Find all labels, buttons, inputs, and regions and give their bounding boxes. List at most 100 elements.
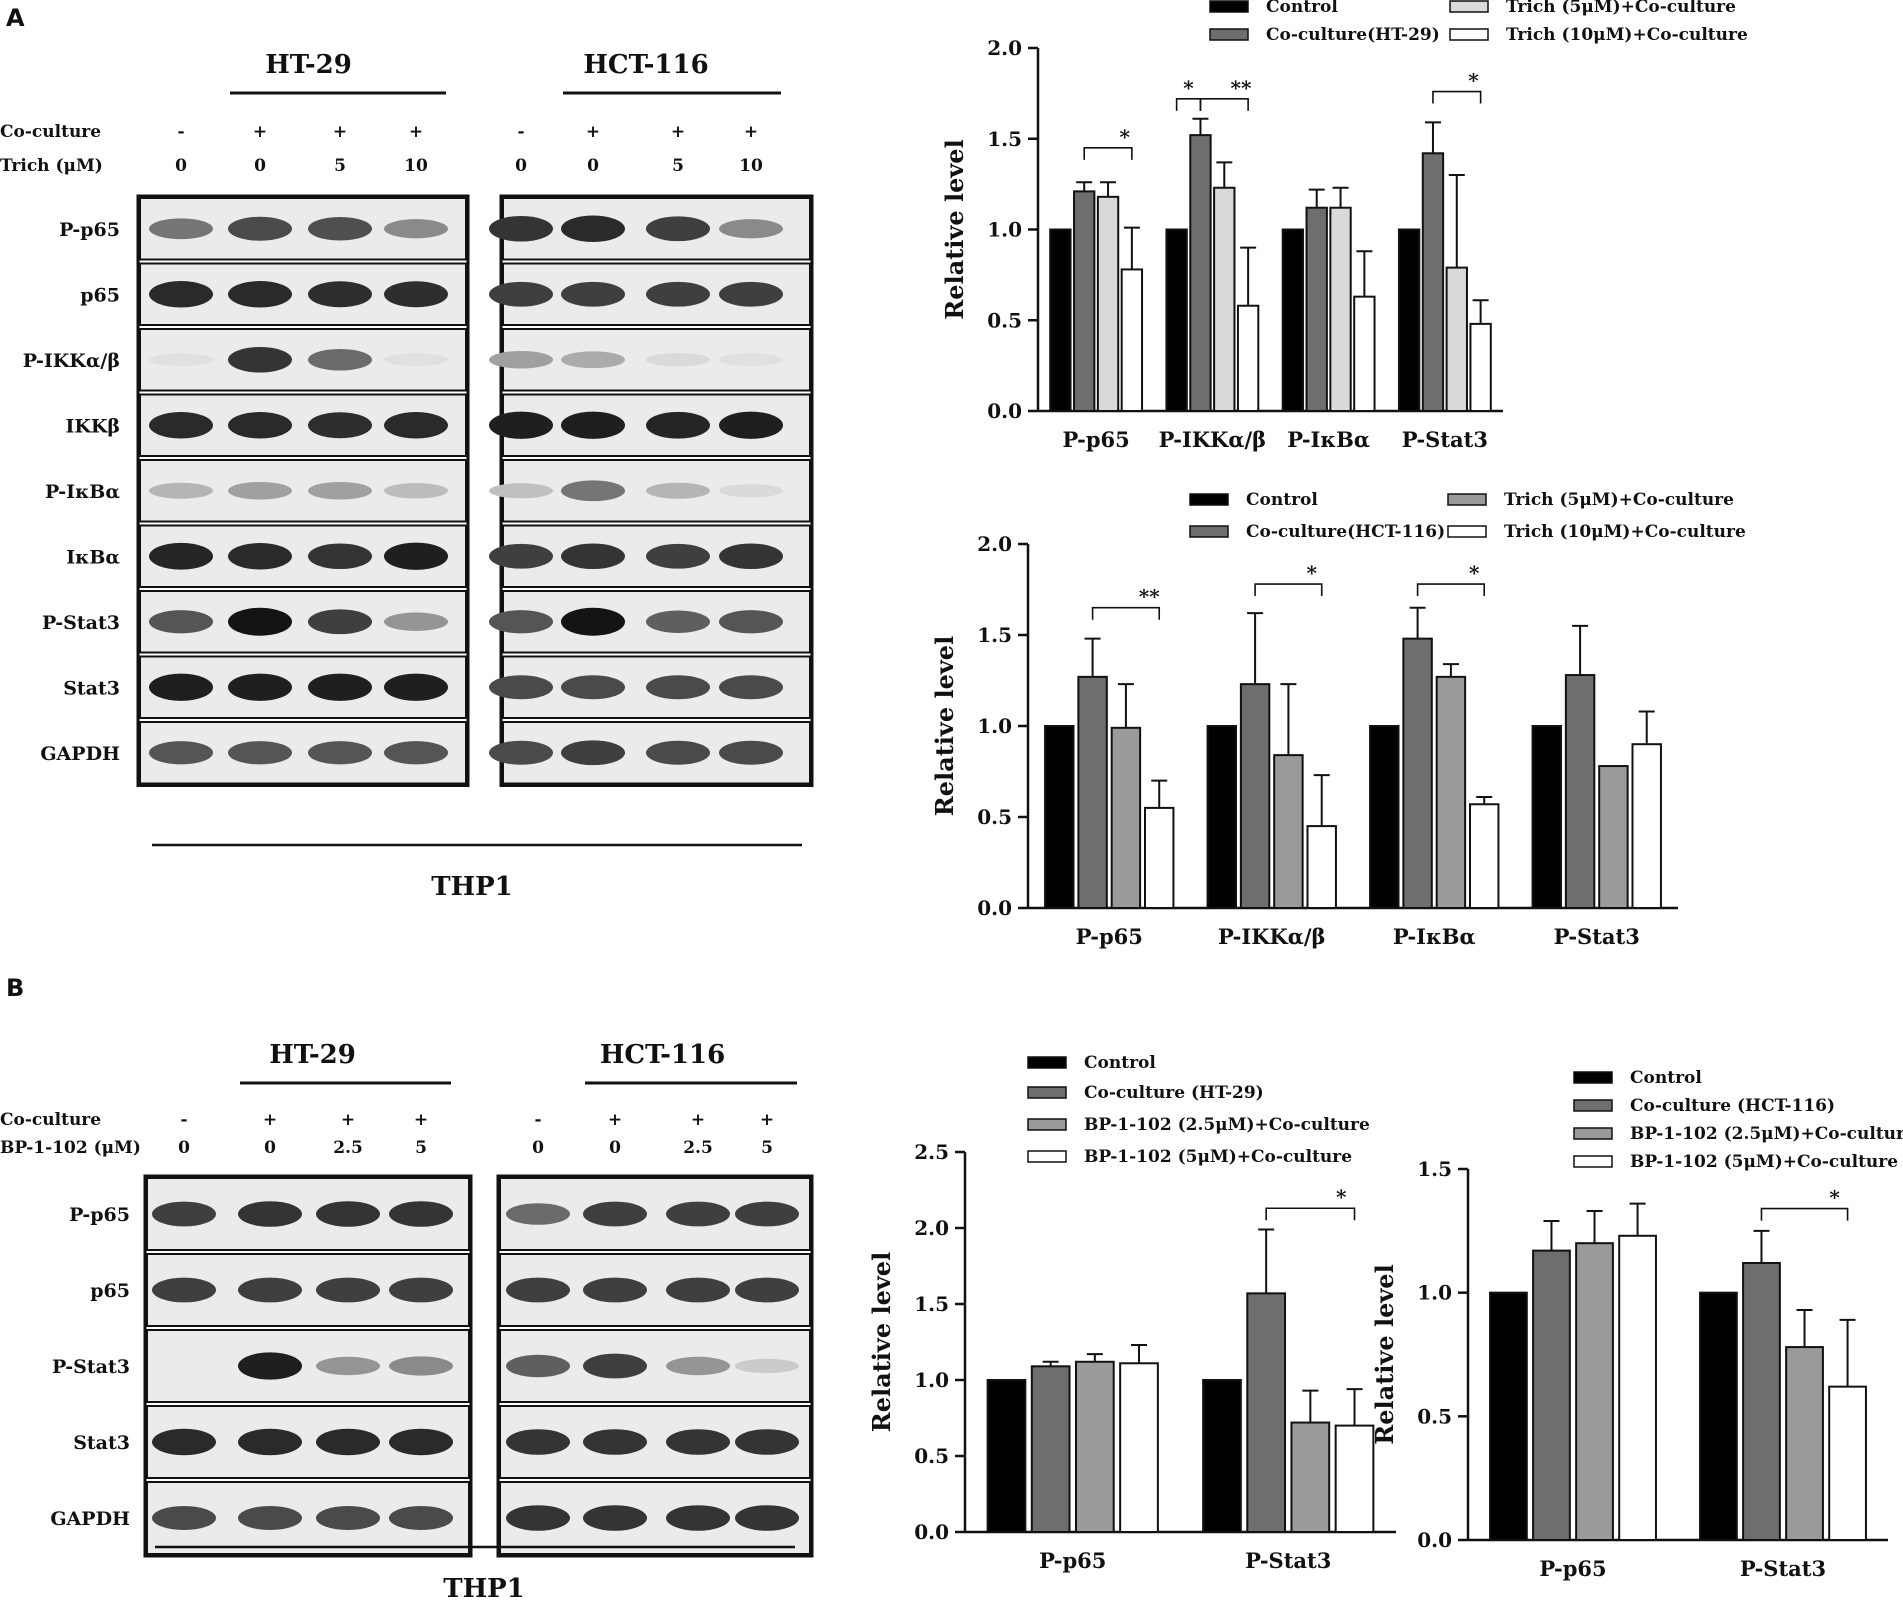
blot-a-band <box>228 481 292 500</box>
chart-a2-significance-bracket <box>1254 583 1323 597</box>
chart-a2-x-tick-label: P-Stat3 <box>1554 924 1640 949</box>
blot-a-band <box>561 607 625 636</box>
blot-a-band <box>228 346 292 373</box>
blot-a-band <box>308 481 372 500</box>
blot-a-condition-label: Co-culture <box>0 122 101 142</box>
blot-a-band <box>308 741 372 765</box>
chart-a2-legend-label: Trich (5μM)+Co-culture <box>1504 490 1734 510</box>
panel-letter-a: A <box>6 4 25 32</box>
blot-a-band <box>308 673 372 701</box>
chart-b1-significance-bracket <box>1265 1207 1356 1221</box>
chart-a2-bar <box>1369 725 1400 909</box>
chart-a2-bar <box>1306 825 1337 909</box>
blot-a-condition-value: 0 <box>515 156 527 176</box>
blot-a-row-label: P-IκBα <box>45 481 120 503</box>
chart-a1-y-tick-label: 0.5 <box>987 308 1022 332</box>
blot-b-band <box>389 1277 453 1303</box>
chart-a1-y-tick-label: 1.5 <box>987 127 1022 151</box>
blot-a-band <box>646 740 710 765</box>
blot-b-band <box>735 1358 799 1374</box>
blot-a-row-label: IKKβ <box>65 415 120 437</box>
chart-a1-legend-label: Trich (10μM)+Co-culture <box>1506 25 1748 45</box>
chart-b2-y-tick-label: 1.5 <box>1417 1157 1452 1181</box>
chart-a1-bar <box>1421 152 1445 413</box>
chart-a2-significance-bracket <box>1416 583 1486 597</box>
blot-a-condition-value: - <box>177 122 184 142</box>
chart-b2-significance-bracket <box>1760 1207 1849 1221</box>
blot-b-band <box>152 1201 216 1227</box>
chart-a1-significance-label: ** <box>1231 76 1252 100</box>
chart-a2-legend-label: Trich (10μM)+Co-culture <box>1504 522 1746 542</box>
chart-b2-bar <box>1699 1291 1738 1541</box>
chart-b1-legend-label: Control <box>1084 1053 1156 1073</box>
chart-a2-y-tick-label: 1.0 <box>977 714 1012 738</box>
blot-a-band <box>308 412 372 439</box>
chart-a1-bar <box>1096 195 1120 412</box>
chart-b2-significance-label: * <box>1829 1186 1840 1210</box>
chart-b1-legend-swatch <box>1027 1056 1067 1069</box>
blot-b-band <box>389 1356 453 1376</box>
blot-a-band <box>561 215 625 242</box>
chart-b2-bar <box>1575 1242 1614 1541</box>
chart-b1-y-axis-label: Relative level <box>867 1252 896 1432</box>
blot-b-band <box>152 1506 216 1530</box>
blot-b-band <box>666 1505 730 1531</box>
blot-a-band <box>646 610 710 633</box>
blot-b-group-label: HT-29 <box>269 1040 356 1070</box>
chart-a1-y-tick-label: 0.0 <box>987 399 1022 423</box>
blot-a-band <box>149 673 213 701</box>
chart-b2-x-tick-label: P-Stat3 <box>1740 1556 1826 1581</box>
blot-a-condition-value: + <box>586 122 600 142</box>
chart-a1-significance-bracket <box>1083 147 1133 160</box>
blot-a-blot-frame <box>136 194 470 787</box>
chart-b1-legend-swatch <box>1027 1118 1067 1131</box>
blot-a-band <box>561 675 625 700</box>
blot-a: HT-29 HCT-116 Co-culture - + + + - + + + Trich (μM)… <box>0 50 814 902</box>
blot-a-band <box>646 482 710 499</box>
blot-a-band <box>228 607 292 636</box>
chart-b1-bar <box>1334 1424 1375 1533</box>
blot-b-condition-value: 5 <box>761 1138 773 1158</box>
blot-a-band <box>646 411 710 439</box>
blot-b-band <box>583 1353 647 1379</box>
blot-b-band <box>152 1277 216 1303</box>
blot-b-condition-label: Co-culture <box>0 1110 101 1130</box>
blot-a-band <box>308 543 372 570</box>
blot-a-condition-value: 5 <box>672 156 684 176</box>
blot-b-condition-value: + <box>608 1110 622 1130</box>
blot-b-band <box>238 1428 302 1456</box>
blot-a-condition-value: 10 <box>739 156 763 176</box>
blot-a-condition-value: - <box>517 122 524 142</box>
blot-a-condition-label: Trich (μM) <box>0 156 103 176</box>
chart-b1-y-tick-label: 2.0 <box>914 1216 949 1240</box>
chart-b1-x-tick-label: P-p65 <box>1039 1548 1106 1573</box>
chart-a1-bar <box>1213 186 1236 412</box>
blot-a-band <box>561 351 625 369</box>
blot-a-band <box>719 411 783 439</box>
blot-b-band <box>506 1354 570 1378</box>
chart-a1-x-tick-label: P-IKKα/β <box>1159 427 1266 452</box>
chart-a1-significance-bracket <box>1432 90 1482 104</box>
blot-a-band <box>228 741 292 765</box>
chart-a2-legend-swatch <box>1189 493 1229 506</box>
blot-a-condition-value: + <box>409 122 423 142</box>
chart-b2-y-tick-label: 1.0 <box>1417 1281 1452 1305</box>
chart-a1-x-tick-label: P-p65 <box>1062 427 1129 452</box>
blot-b-row-label: P-Stat3 <box>52 1356 130 1378</box>
blot-b-band <box>735 1277 799 1303</box>
blot-b-row-label: Stat3 <box>73 1432 130 1454</box>
blot-a-band <box>384 482 448 499</box>
blot-a-row-label: Stat3 <box>63 677 120 699</box>
chart-b2-y-tick-label: 0.0 <box>1417 1528 1452 1552</box>
chart-b1-legend-swatch <box>1027 1086 1067 1099</box>
blot-a-band <box>561 740 625 766</box>
blot-b-band <box>389 1201 453 1227</box>
chart-b2-legend-label: BP-1-102 (2.5μM)+Co-culture <box>1630 1124 1903 1144</box>
blot-a-condition-value: + <box>671 122 685 142</box>
chart-a2-bar <box>1239 683 1271 910</box>
blot-a-band <box>489 483 553 499</box>
chart-a1-legend-swatch <box>1209 28 1249 41</box>
chart-a1-bar <box>1445 266 1468 412</box>
chart-a2-bar <box>1564 674 1596 909</box>
